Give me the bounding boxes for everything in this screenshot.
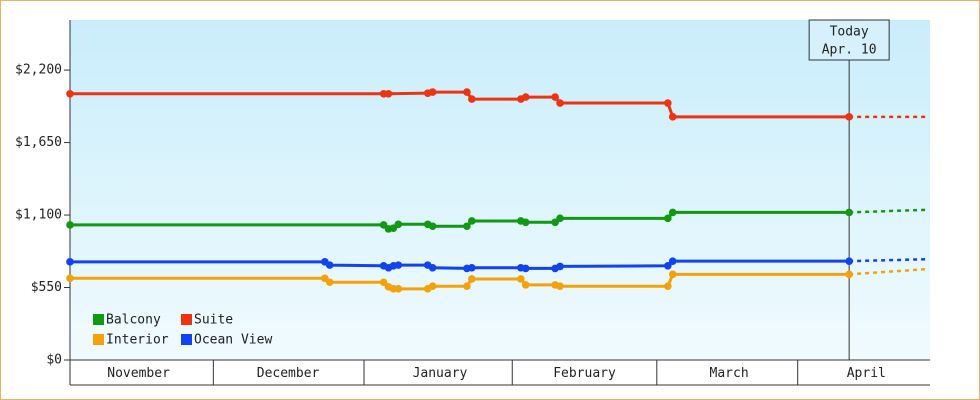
data-point xyxy=(845,208,853,217)
y-tick-label: $1,100 xyxy=(15,208,62,223)
data-point xyxy=(521,93,530,101)
data-point xyxy=(463,222,471,231)
data-point xyxy=(325,261,334,269)
data-point xyxy=(394,261,403,269)
data-point xyxy=(517,275,525,283)
data-point xyxy=(428,222,437,231)
data-point xyxy=(664,261,672,270)
x-tick-label: November xyxy=(107,366,170,381)
data-point xyxy=(551,93,559,101)
data-point xyxy=(394,220,403,229)
data-point xyxy=(468,217,476,225)
x-tick-label: March xyxy=(710,366,749,381)
data-point xyxy=(463,282,471,291)
legend-swatch xyxy=(181,334,192,345)
data-point xyxy=(521,264,530,273)
data-point xyxy=(468,275,476,283)
data-point xyxy=(556,262,564,271)
data-point xyxy=(845,270,853,279)
legend-label: Ocean View xyxy=(194,333,272,348)
data-point xyxy=(66,274,74,283)
data-point xyxy=(845,113,853,121)
data-point xyxy=(664,214,672,223)
data-point xyxy=(468,95,476,103)
data-point xyxy=(325,278,334,287)
data-point xyxy=(66,221,74,229)
data-point xyxy=(668,208,677,217)
legend-swatch xyxy=(181,314,192,325)
y-tick-label: $0 xyxy=(46,353,62,368)
data-point xyxy=(664,282,672,291)
today-label: Today xyxy=(830,25,869,40)
data-point xyxy=(668,257,677,265)
data-point xyxy=(66,258,74,266)
data-point xyxy=(428,263,437,272)
data-point xyxy=(468,263,476,272)
legend-swatch xyxy=(93,314,104,325)
data-point xyxy=(556,99,564,107)
x-tick-label: February xyxy=(553,366,616,381)
data-point xyxy=(664,99,672,107)
plot-area xyxy=(70,20,930,360)
y-tick-label: $2,200 xyxy=(15,63,62,78)
data-point xyxy=(379,278,388,287)
legend-label: Balcony xyxy=(106,313,161,328)
data-point xyxy=(668,113,677,121)
data-point xyxy=(521,281,530,289)
forecast-line xyxy=(849,208,928,214)
forecast-line xyxy=(849,257,928,263)
today-label: Apr. 10 xyxy=(822,43,877,58)
data-point xyxy=(668,270,677,279)
x-tick-label: January xyxy=(413,366,468,381)
data-point xyxy=(845,257,853,265)
legend-label: Interior xyxy=(106,333,169,348)
data-point xyxy=(463,88,471,96)
data-point xyxy=(384,89,393,98)
data-point xyxy=(556,214,564,223)
legend-label: Suite xyxy=(194,313,233,328)
data-point xyxy=(66,89,74,98)
y-tick-label: $550 xyxy=(31,280,62,295)
data-point xyxy=(556,282,564,291)
series-line xyxy=(70,90,850,119)
data-point xyxy=(428,282,437,291)
series-line xyxy=(70,272,850,291)
series-line xyxy=(70,259,850,270)
data-point xyxy=(428,88,437,96)
today-box xyxy=(808,19,890,61)
data-point xyxy=(394,285,403,293)
y-tick-label: $1,650 xyxy=(15,135,62,150)
data-point xyxy=(521,218,530,227)
legend-swatch xyxy=(93,334,104,345)
x-tick-label: December xyxy=(257,366,320,381)
x-tick-label: April xyxy=(847,366,886,381)
forecast-line xyxy=(849,267,928,276)
